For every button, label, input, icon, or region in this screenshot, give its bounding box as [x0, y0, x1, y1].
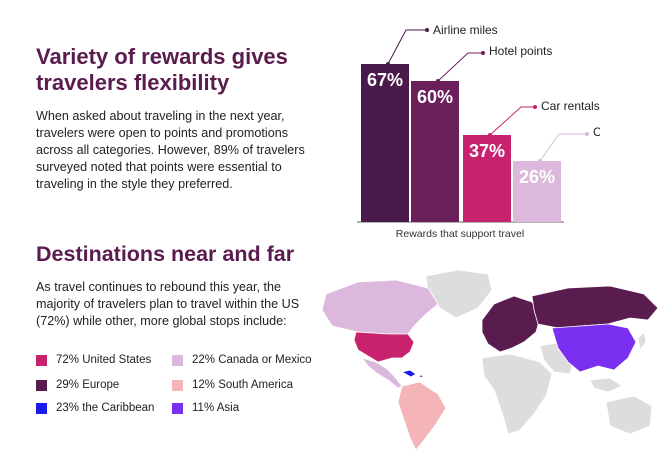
- category-label: Car rentals: [541, 99, 600, 113]
- legend-item-united-states: 72% United States: [36, 354, 151, 366]
- legend-label: 12% South America: [192, 379, 294, 391]
- legend-label: 29% Europe: [56, 379, 120, 391]
- bar-value-label: 37%: [469, 141, 505, 161]
- leader-dot: [488, 133, 492, 137]
- category-label: Airline miles: [433, 23, 498, 37]
- bar-value-label: 67%: [367, 70, 403, 90]
- leader-line: [437, 52, 483, 82]
- legend-label: 22% Canada or Mexico: [192, 354, 312, 366]
- map-region-southeast-asia: [589, 377, 623, 393]
- map-region-greenland: [425, 269, 493, 319]
- legend-item-asia: 11% Asia: [172, 402, 239, 414]
- legend-item-caribbean: 23% the Caribbean: [36, 402, 154, 414]
- map-region-africa: [481, 353, 553, 435]
- legend-swatch: [36, 379, 47, 391]
- leader-line: [539, 133, 587, 162]
- bar-hotel-points: [411, 81, 459, 222]
- world-map: [321, 269, 659, 451]
- legend-swatch: [172, 354, 183, 366]
- map-region-canada: [321, 279, 439, 335]
- legend-swatch: [172, 402, 183, 414]
- legend-swatch: [36, 354, 47, 366]
- bar-airline-miles: [361, 64, 409, 222]
- leader-dot: [481, 51, 485, 55]
- map-region-caribbean: [400, 369, 424, 379]
- legend-swatch: [172, 379, 183, 391]
- map-region-united-states: [353, 331, 415, 363]
- leader-line: [387, 29, 427, 65]
- destinations-body: As travel continues to rebound this year…: [36, 280, 300, 328]
- rewards-body: When asked about traveling in the next y…: [36, 109, 305, 191]
- legend-label: 23% the Caribbean: [56, 402, 155, 414]
- bar-value-label: 60%: [417, 87, 453, 107]
- chart-x-axis-label: Rewards that support travel: [396, 228, 524, 240]
- legend-swatch: [36, 402, 47, 414]
- legend-label: 11% Asia: [192, 402, 240, 414]
- leader-dot: [533, 105, 537, 109]
- legend-item-canada-mexico: 22% Canada or Mexico: [172, 354, 312, 366]
- bar-car-rentals: [463, 135, 511, 222]
- map-region-australia: [605, 395, 653, 435]
- map-region-asia: [551, 323, 637, 373]
- rewards-bar-chart: 67% Airline miles 60% Hotel points 37% Car re…: [357, 23, 600, 240]
- map-region-russia: [531, 285, 659, 329]
- map-region-europe: [481, 295, 541, 353]
- leader-dot: [436, 79, 440, 83]
- rewards-heading: Variety of rewards gives travelers flexi…: [36, 44, 288, 95]
- map-region-south-america: [397, 381, 447, 451]
- leader-dot: [425, 28, 429, 32]
- category-label: Hotel points: [489, 44, 552, 58]
- bar-cruise-lines: [513, 161, 561, 222]
- legend-label: 72% United States: [56, 354, 152, 366]
- category-label: Cruise lines: [593, 125, 600, 139]
- leader-line: [489, 106, 535, 136]
- leader-dot: [585, 132, 589, 136]
- destinations-heading: Destinations near and far: [36, 242, 295, 266]
- bar-value-label: 26%: [519, 167, 555, 187]
- legend-item-south-america: 12% South America: [172, 379, 293, 391]
- leader-dot: [538, 159, 542, 163]
- legend-item-europe: 29% Europe: [36, 379, 119, 391]
- map-region-japan: [637, 331, 647, 351]
- leader-dot: [386, 62, 390, 66]
- map-region-mexico: [360, 357, 403, 389]
